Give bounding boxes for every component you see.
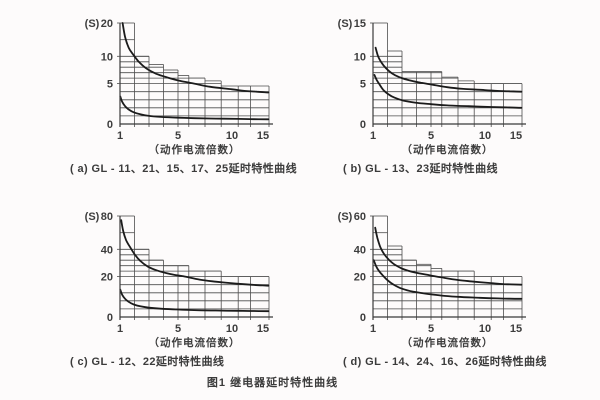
- y-tick-label: 0: [107, 119, 113, 131]
- y-tick-label: 20: [101, 18, 113, 30]
- delay-curves: [119, 22, 270, 121]
- chart-b-caption: ( b) GL - 13、23延时特性曲线: [343, 163, 498, 175]
- chart-c-caption: ( c) GL - 12、22延时特性曲线: [70, 356, 225, 368]
- y-tick-label: 40: [101, 244, 113, 256]
- y-tick-label: 60: [354, 211, 366, 223]
- y-tick-label: 20: [101, 272, 113, 284]
- delay-curves: [372, 226, 523, 300]
- step-boxes: [120, 215, 270, 320]
- y-tick-label: 0: [360, 119, 366, 131]
- lower-curve: [119, 288, 270, 313]
- x-axis-title: （动作电流倍数）: [149, 143, 241, 156]
- chart-c: 0 20 40 80 (S) 1 5 10 15 （动作电流倍数） ( c) GL - 12、22…: [58, 205, 310, 369]
- lower-curve: [119, 95, 270, 121]
- y-tick-label: 80: [101, 211, 113, 223]
- x-tick-label: 10: [226, 130, 238, 142]
- x-tick-label: 15: [257, 323, 269, 335]
- axes: [370, 22, 526, 127]
- delay-curves: [373, 46, 523, 109]
- step-boxes: [120, 22, 270, 127]
- y-unit-label: (S): [338, 18, 353, 30]
- y-tick-label: 40: [354, 244, 366, 256]
- chart-a-caption: ( a) GL - 11、21、15、17、25延时特性曲线: [70, 163, 297, 175]
- x-axis-title: （动作电流倍数）: [149, 336, 241, 349]
- y-tick-label: 20: [354, 272, 366, 284]
- x-tick-label: 1: [117, 130, 123, 142]
- x-tick-label: 15: [510, 130, 522, 142]
- y-tick-label: 10: [101, 51, 113, 63]
- axes: [117, 215, 273, 320]
- x-tick-label: 10: [479, 130, 491, 142]
- x-tick-label: 5: [175, 323, 181, 335]
- upper-curve: [374, 46, 523, 93]
- y-tick-label: 0: [360, 312, 366, 324]
- y-unit-label: (S): [85, 18, 100, 30]
- step-boxes: [373, 215, 523, 320]
- axes: [117, 22, 273, 127]
- chart-a: 0 5 10 20 (S) 1 5 10 15 （动作电流倍数） ( a) GL - 11、21、…: [58, 12, 310, 176]
- x-tick-label: 1: [117, 323, 123, 335]
- y-tick-label: 15: [354, 18, 366, 30]
- x-tick-label: 5: [175, 130, 181, 142]
- upper-curve: [374, 226, 523, 286]
- y-unit-label: (S): [338, 211, 353, 223]
- upper-curve: [120, 219, 270, 287]
- x-tick-label: 1: [370, 323, 376, 335]
- y-tick-label: 5: [107, 79, 113, 91]
- axes: [370, 215, 526, 320]
- figure-caption: 图1 继电器延时特性曲线: [206, 377, 339, 389]
- gridlines: [373, 232, 522, 310]
- x-tick-label: 15: [510, 323, 522, 335]
- y-tick-label: 5: [360, 79, 366, 91]
- chart-b: 0 5 10 15 (S) 1 5 10 15 （动作电流倍数） ( b) GL - 13、23延…: [311, 12, 563, 176]
- y-tick-label: 0: [107, 312, 113, 324]
- upper-curve: [121, 22, 270, 94]
- x-tick-label: 10: [226, 323, 238, 335]
- x-tick-label: 15: [257, 130, 269, 142]
- lower-curve: [372, 259, 523, 300]
- x-tick-label: 1: [370, 130, 376, 142]
- chart-d: 0 20 40 60 (S) 1 5 10 15 （动作电流倍数） ( d) GL - 14、24…: [311, 205, 563, 369]
- y-unit-label: (S): [85, 211, 100, 223]
- x-tick-label: 5: [428, 323, 434, 335]
- x-tick-label: 10: [479, 323, 491, 335]
- x-tick-label: 5: [428, 130, 434, 142]
- x-axis-title: （动作电流倍数）: [402, 143, 494, 156]
- y-tick-label: 10: [354, 51, 366, 63]
- x-axis-title: （动作电流倍数）: [402, 336, 494, 349]
- chart-d-caption: ( d) GL - 14、24、16、26延时特性曲线: [343, 356, 547, 368]
- lower-curve: [373, 74, 523, 109]
- delay-curves: [119, 219, 270, 313]
